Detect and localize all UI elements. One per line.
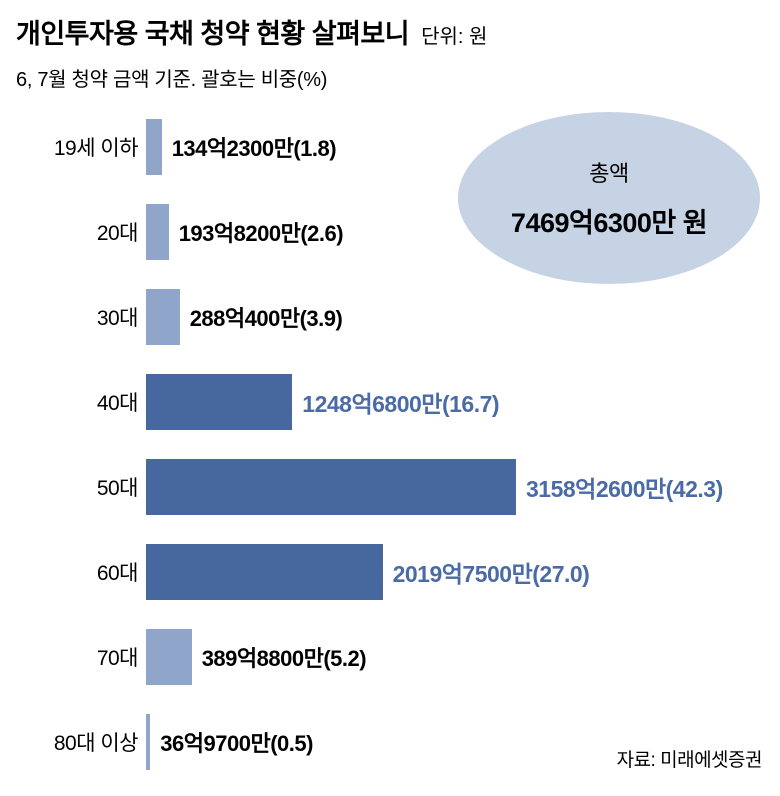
bar-wrap: 193억8200만(2.6) bbox=[146, 203, 344, 260]
bar-wrap: 1248억6800만(16.7) bbox=[146, 373, 500, 430]
source-credit: 자료: 미래에셋증권 bbox=[616, 750, 763, 771]
value-label: 389억8800만(5.2) bbox=[201, 645, 367, 671]
total-badge-label: 총액 bbox=[589, 161, 629, 186]
chart-row: 60대 2019억7500만(27.0) bbox=[0, 529, 780, 614]
bar bbox=[146, 543, 383, 600]
bar bbox=[146, 458, 516, 515]
bar-wrap: 36억9700만(0.5) bbox=[146, 713, 313, 770]
unit-label: 단위: 원 bbox=[421, 26, 488, 48]
category-label: 80대 이상 bbox=[53, 731, 139, 755]
bar bbox=[146, 288, 180, 345]
bar-wrap: 389억8800만(5.2) bbox=[146, 628, 367, 685]
total-badge: 총액 7469억6300만 원 bbox=[458, 112, 760, 284]
chart-row: 40대 1248억6800만(16.7) bbox=[0, 359, 780, 444]
chart-row: 20대 193억8200만(2.6) bbox=[0, 189, 780, 274]
bar-chart: 19세 이하 134억2300만(1.8) 20대 193억8200만(2.6) 30대… bbox=[0, 104, 780, 784]
value-label: 134억2300만(1.8) bbox=[171, 135, 337, 161]
chart-row: 50대 3158억2600만(42.3) bbox=[0, 444, 780, 529]
chart-row: 70대 389억8800만(5.2) bbox=[0, 614, 780, 699]
category-label: 40대 bbox=[96, 391, 139, 415]
bar bbox=[146, 628, 192, 685]
bar-wrap: 134억2300만(1.8) bbox=[146, 118, 337, 175]
chart-row: 80대 이상 36억9700만(0.5) bbox=[0, 699, 780, 784]
chart-subtitle: 6, 7월 청약 금액 기준. 괄호는 비중(%) bbox=[16, 69, 328, 91]
bar-wrap: 288억400만(3.9) bbox=[146, 288, 343, 345]
bar bbox=[146, 713, 151, 770]
value-label: 36억9700만(0.5) bbox=[160, 730, 313, 756]
category-label: 30대 bbox=[96, 306, 139, 330]
value-label: 1248억6800만(16.7) bbox=[302, 390, 500, 417]
bar bbox=[146, 373, 293, 430]
category-label: 70대 bbox=[96, 646, 139, 670]
category-label: 50대 bbox=[96, 476, 139, 500]
category-label: 60대 bbox=[96, 561, 139, 585]
chart-header: 개인투자용 국채 청약 현황 살펴보니 단위: 원 6, 7월 청약 금액 기준… bbox=[0, 0, 780, 92]
category-label: 19세 이하 bbox=[53, 136, 139, 160]
chart-row: 19세 이하 134억2300만(1.8) bbox=[0, 104, 780, 189]
value-label: 3158억2600만(42.3) bbox=[526, 475, 723, 502]
total-badge-value: 7469억6300만 원 bbox=[510, 208, 708, 238]
value-label: 288억400만(3.9) bbox=[189, 305, 343, 331]
page-title: 개인투자용 국채 청약 현황 살펴보니 bbox=[16, 19, 410, 49]
bar bbox=[146, 203, 169, 260]
chart-row: 30대 288억400만(3.9) bbox=[0, 274, 780, 359]
bar-wrap: 2019억7500만(27.0) bbox=[146, 543, 590, 600]
bar bbox=[146, 118, 162, 175]
bar-wrap: 3158억2600만(42.3) bbox=[146, 458, 723, 515]
value-label: 193억8200만(2.6) bbox=[178, 220, 344, 246]
category-label: 20대 bbox=[96, 221, 139, 245]
title-line: 개인투자용 국채 청약 현황 살펴보니 단위: 원 bbox=[16, 12, 764, 51]
value-label: 2019억7500만(27.0) bbox=[392, 560, 590, 587]
